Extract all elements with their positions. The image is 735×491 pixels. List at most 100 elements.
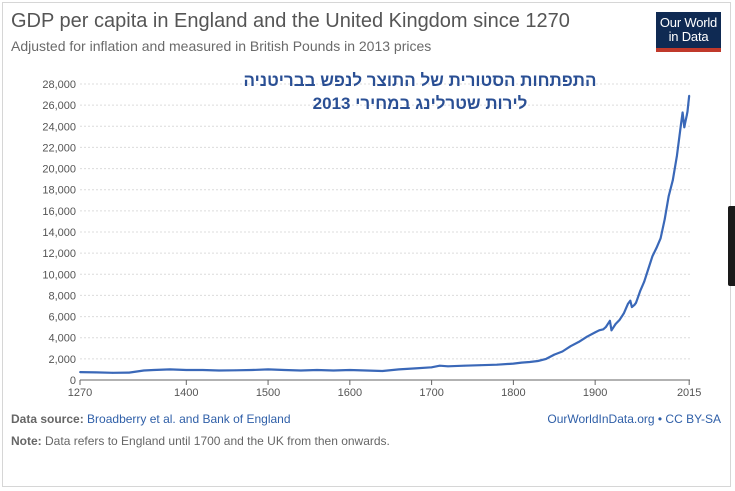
data-point [201,369,204,371]
x-tick-label: 1270 [68,387,92,399]
y-tick-label: 28,000 [42,79,76,91]
data-point [430,366,433,369]
x-tick-label: 1700 [419,387,443,399]
data-point [111,371,114,374]
data-point [234,369,237,372]
x-tick-label: 1600 [338,387,362,399]
data-point [667,195,670,197]
y-tick-label: 10,000 [42,269,76,281]
data-point [680,123,682,126]
y-tick-label: 4,000 [48,333,76,345]
data-point [577,341,580,343]
data-point [688,94,691,97]
hebrew-annotation-line-1: התפתחות הסטורית של התוצר לנפש בבריטניה [243,71,597,90]
data-point [365,369,368,372]
data-point [647,268,650,270]
data-point [659,237,662,240]
data-point [655,246,658,249]
y-tick-label: 2,000 [48,354,76,366]
data-point [528,361,531,363]
data-point [687,102,690,104]
data-point [381,370,384,372]
data-point [594,331,597,334]
owid-logo[interactable]: Our World in Data [656,12,721,52]
data-source-label: Data source: [11,412,84,426]
data-point [348,369,351,371]
data-point [639,290,642,293]
x-axis-ticks: 1270 1400 1500 1600 1700 1800 1900 2015 [68,380,701,399]
data-point [561,350,564,353]
y-tick-label: 18,000 [42,185,76,197]
data-point [631,306,633,308]
x-tick-label: 1500 [256,387,280,399]
logo-line-2: in Data [668,29,709,44]
data-point [447,365,449,368]
data-point [610,329,613,332]
data-point [218,369,220,372]
grid-lines [80,83,690,381]
y-tick-label: 6,000 [48,312,76,324]
data-point [316,369,319,371]
data-point [598,329,601,332]
footnote: Note: Data refers to England until 1700 … [11,434,390,448]
data-point [643,280,646,283]
data-point [553,353,556,356]
data-point [671,179,674,182]
data-point [267,368,269,371]
y-tick-label: 12,000 [42,248,76,260]
data-point [512,362,515,365]
note-text: Data refers to England until 1700 and th… [45,434,390,448]
data-point [142,369,145,372]
y-tick-label: 22,000 [42,142,76,154]
data-point [622,312,625,315]
x-tick-label: 1800 [501,387,525,399]
data-point [633,304,636,306]
logo-line-1: Our World [659,15,718,30]
note-label: Note: [11,434,42,448]
data-source-link[interactable]: Broadberry et al. and Bank of England [87,412,291,426]
data-point [496,363,498,366]
data-point [629,299,632,302]
data-point [651,255,654,258]
data-point [676,154,678,157]
data-point [438,364,441,367]
side-scroll-handle[interactable] [728,206,735,286]
data-point [95,371,98,374]
y-tick-label: 0 [70,375,76,387]
data-point [626,302,629,305]
data-point [479,364,482,367]
y-tick-label: 26,000 [42,100,76,112]
chart-subtitle: Adjusted for inflation and measured in B… [11,38,432,54]
gdp-per-capita-line [79,95,691,374]
hebrew-annotation-line-2: לירות שטרלינג במחירי 2013 [312,94,528,113]
data-point [586,335,588,338]
data-point [152,369,155,371]
data-point [169,368,171,371]
data-point [128,371,130,374]
data-point [684,122,686,125]
data-point [537,360,539,362]
data-source: Data source: Broadberry et al. and Bank … [11,412,291,426]
data-point [250,369,253,371]
data-point [463,364,466,367]
data-point [79,371,81,373]
x-tick-label: 1400 [174,387,198,399]
data-point [414,367,417,370]
data-point [569,345,572,348]
x-tick-label: 1900 [583,387,607,399]
data-point [604,326,607,329]
y-tick-label: 14,000 [42,227,76,239]
data-point [283,369,286,371]
y-tick-label: 24,000 [42,121,76,133]
data-point [545,357,547,360]
license-link[interactable]: OurWorldInData.org • CC BY-SA [547,412,721,426]
y-tick-label: 8,000 [48,290,76,302]
data-point [686,110,689,113]
y-axis-ticks: 0 2,000 4,000 6,000 8,000 10,000 12,000 14,000 1… [42,79,76,387]
y-tick-label: 20,000 [42,164,76,176]
data-point [299,369,302,372]
data-point [635,301,637,304]
series-group [79,94,691,374]
data-point [608,319,611,322]
